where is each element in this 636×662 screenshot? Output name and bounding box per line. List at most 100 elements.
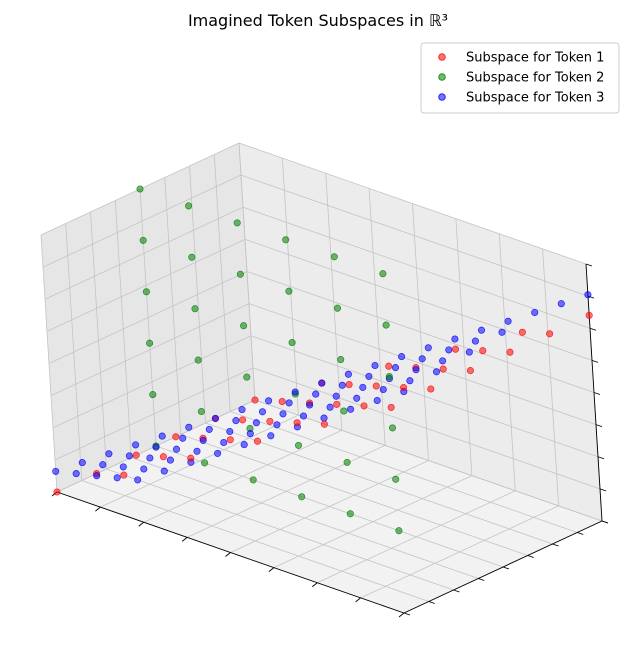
z-tick: [591, 359, 599, 363]
data-point-token-1: [226, 436, 234, 444]
data-point-token-3: [365, 372, 373, 380]
data-point-token-3: [432, 368, 441, 376]
data-point-token-3: [172, 445, 181, 453]
data-point-token-2: [392, 475, 400, 483]
data-point-token-3: [406, 377, 414, 385]
data-point-token-1: [53, 488, 61, 496]
data-point-token-2: [343, 458, 351, 466]
data-point-token-3: [312, 390, 320, 398]
x-tick: [95, 506, 101, 512]
legend-marker-token-1: [438, 53, 446, 61]
data-point-token-2: [188, 253, 196, 261]
y-tick: [428, 601, 435, 604]
data-point-token-1: [479, 347, 487, 355]
data-point-token-3: [140, 465, 148, 473]
data-point-token-3: [158, 432, 166, 440]
back-wall-grid-z: [246, 271, 595, 393]
data-point-token-1: [132, 451, 140, 459]
chart-title: Imagined Token Subspaces in ℝ³: [188, 11, 448, 30]
data-point-token-3: [232, 417, 240, 425]
data-point-token-3: [146, 454, 154, 462]
data-point-token-3: [72, 470, 80, 478]
data-point-token-2: [136, 185, 144, 193]
data-point-token-2: [330, 253, 338, 261]
data-point-token-1: [387, 403, 395, 411]
data-point-token-3: [205, 425, 213, 433]
data-point-token-2: [249, 476, 257, 484]
data-point-token-3: [379, 385, 387, 394]
left-wall-grid-z: [46, 239, 246, 332]
left-wall-grid-y: [238, 142, 256, 401]
data-point-token-2: [243, 373, 251, 381]
data-point-token-3: [52, 467, 60, 475]
left-wall-grid-y: [213, 154, 231, 412]
data-point-token-3: [291, 388, 299, 396]
back-wall-grid-x: [542, 248, 560, 506]
data-point-token-2: [379, 270, 387, 278]
y-tick: [403, 612, 411, 616]
z-tick: [589, 327, 597, 331]
data-point-token-2: [294, 441, 303, 449]
data-point-token-3: [267, 432, 275, 440]
data-point-token-1: [120, 471, 128, 479]
legend-label-token-3: Subspace for Token 3: [466, 91, 604, 106]
data-point-token-1: [293, 419, 301, 427]
back-wall-grid-z: [242, 206, 591, 329]
data-point-token-3: [99, 461, 107, 469]
axis-ticks: [51, 263, 609, 618]
back-wall-grid-z: [244, 238, 593, 361]
y-tick: [478, 578, 485, 581]
data-point-token-2: [340, 407, 348, 415]
data-point-token-3: [306, 401, 314, 409]
data-point-token-3: [531, 308, 539, 317]
data-point-token-1: [372, 382, 380, 390]
data-point-token-1: [187, 454, 195, 462]
data-point-token-3: [93, 472, 101, 480]
data-point-token-3: [166, 456, 174, 464]
data-point-token-3: [412, 366, 420, 374]
data-point-token-1: [266, 417, 274, 425]
data-point-token-1: [239, 416, 247, 424]
z-tick: [595, 424, 603, 428]
data-point-token-3: [371, 361, 379, 370]
floor-grid-x: [360, 505, 559, 599]
data-point-token-3: [193, 447, 201, 455]
data-point-token-3: [285, 399, 293, 407]
x-tick: [311, 582, 318, 588]
data-point-token-3: [299, 412, 308, 420]
legend-label-token-1: Subspace for Token 1: [466, 51, 604, 66]
data-point-token-1: [506, 348, 514, 356]
data-point-token-1: [518, 328, 526, 336]
data-point-token-3: [134, 476, 142, 484]
data-point-token-3: [347, 405, 355, 413]
data-point-token-3: [273, 421, 281, 429]
back-wall-grid-z: [240, 174, 589, 297]
data-point-token-1: [278, 397, 286, 406]
data-point-token-3: [344, 370, 352, 378]
data-point-token-2: [233, 219, 241, 227]
floor-grid-y: [155, 445, 504, 568]
data-point-token-3: [359, 383, 367, 391]
data-point-token-3: [199, 436, 207, 444]
data-point-token-3: [152, 443, 160, 451]
legend-label-token-2: Subspace for Token 2: [466, 71, 604, 86]
data-point-token-3: [113, 474, 121, 482]
data-point-token-1: [345, 381, 353, 389]
legend-marker-token-3: [438, 93, 446, 101]
data-point-token-3: [391, 364, 400, 372]
data-point-token-3: [465, 348, 473, 356]
data-point-token-3: [258, 408, 267, 416]
data-point-token-1: [360, 402, 368, 410]
data-point-token-1: [159, 453, 167, 461]
data-point-token-2: [194, 356, 202, 364]
data-point-token-1: [253, 437, 262, 445]
data-point-token-3: [424, 344, 432, 352]
floor-grid-y: [230, 411, 578, 533]
data-point-token-1: [427, 385, 435, 393]
data-point-token-3: [119, 463, 127, 471]
data-point-token-3: [214, 449, 222, 457]
back-wall-grid-x: [498, 233, 516, 491]
data-point-token-2: [285, 287, 293, 295]
y-tick: [502, 566, 510, 570]
data-point-token-1: [451, 345, 460, 353]
